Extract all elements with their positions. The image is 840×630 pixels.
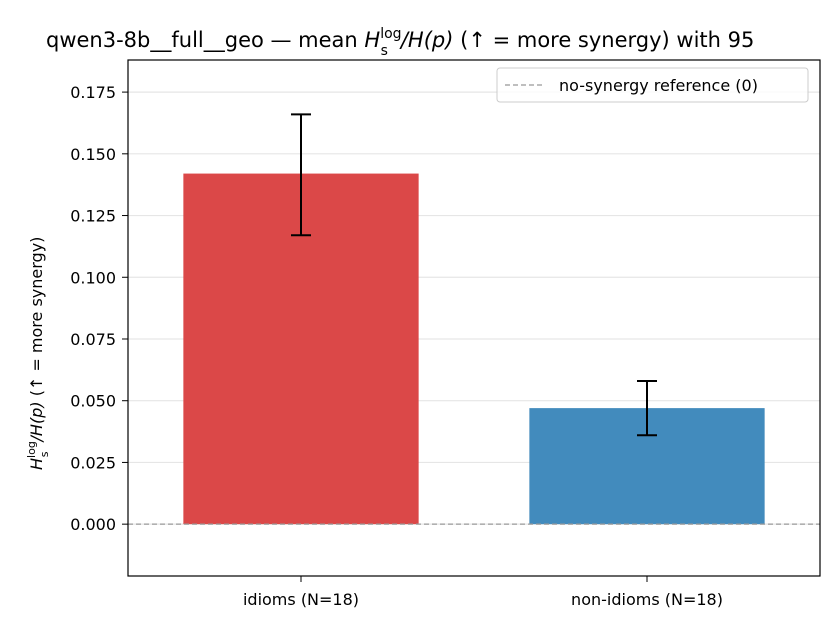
chart-title: qwen3-8b__full__geo — mean Hlog s/H(p) (↑…	[46, 26, 754, 59]
y-tick-label: 0.025	[70, 453, 116, 472]
legend: no-synergy reference (0)	[496, 67, 809, 103]
legend-box	[496, 67, 809, 103]
legend-reference-label: no-synergy reference (0)	[559, 76, 758, 95]
bars	[183, 173, 765, 525]
y-tick-label: 0.175	[70, 83, 116, 102]
y-tick-label: 0.050	[70, 392, 116, 411]
y-tick-label: 0.150	[70, 145, 116, 164]
x-tick-label: idioms (N=18)	[243, 590, 359, 609]
y-tick-label: 0.075	[70, 330, 116, 349]
y-axis-label: Hlogs/H(p) (↑ = more synergy)	[25, 237, 51, 470]
x-tick-label: non-idioms (N=18)	[571, 590, 723, 609]
plot-frame	[127, 59, 821, 577]
y-tick-label: 0.125	[70, 207, 116, 226]
error-bars	[291, 113, 657, 437]
x-axis-ticks: idioms (N=18) non-idioms (N=18)	[243, 576, 723, 609]
y-tick-label: 0.100	[70, 268, 116, 287]
y-tick-label: 0.000	[70, 515, 116, 534]
y-axis-ticks: 0.000 0.025 0.050 0.075 0.100 0.125 0.150 0.175	[70, 83, 128, 534]
